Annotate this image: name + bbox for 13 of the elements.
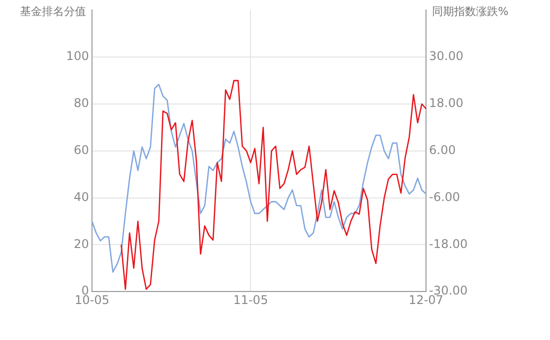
- y-axis-title: 基金排名分值: [20, 4, 86, 18]
- y2-tick-label: 6.00: [429, 143, 456, 158]
- x-tick-label: 11-05: [233, 292, 268, 307]
- y-tick-label: 20: [74, 236, 89, 251]
- y2-tick-label: -18.00: [429, 236, 468, 251]
- y-tick-label: 40: [74, 190, 89, 204]
- y2-axis-title: 同期指数涨跌%: [432, 4, 508, 18]
- y2-tick-label: -6.00: [429, 190, 460, 204]
- y2-tick-label: 18.00: [429, 96, 464, 110]
- y-tick-label: 60: [74, 143, 89, 158]
- y2-tick-label: 30.00: [429, 49, 464, 64]
- y-tick-label: 100: [66, 49, 89, 64]
- y-tick-label: 80: [74, 96, 89, 110]
